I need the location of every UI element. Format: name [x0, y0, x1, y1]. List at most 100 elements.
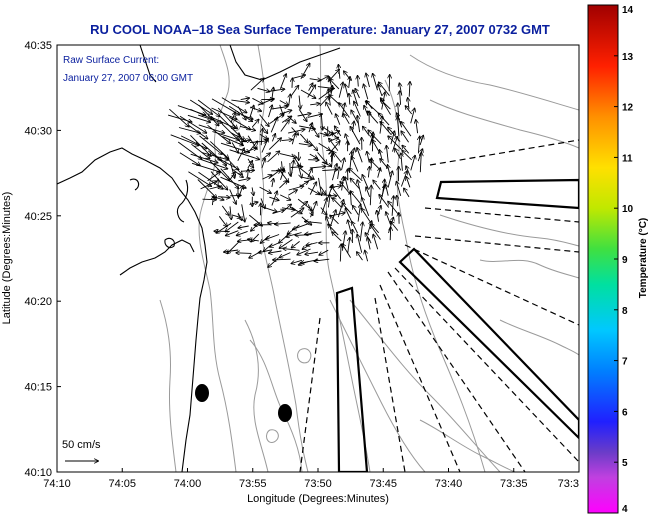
current-vector [406, 177, 411, 188]
current-vector [275, 223, 291, 224]
current-vector [267, 89, 285, 92]
current-vector [326, 102, 333, 115]
current-vector [409, 82, 410, 97]
current-vector [180, 135, 207, 149]
radar-coverage-outlines [335, 178, 579, 472]
current-vector [349, 77, 350, 89]
current-vector [320, 186, 326, 195]
current-vector [201, 159, 227, 169]
current-vector [202, 199, 217, 200]
current-vector [225, 221, 239, 232]
current-vector [237, 212, 242, 220]
current-vector [252, 187, 254, 195]
current-vector [249, 214, 262, 226]
current-vector [335, 126, 342, 137]
current-vector [401, 131, 409, 143]
current-vector [366, 73, 370, 88]
colorbar [587, 4, 619, 514]
current-vector [229, 149, 260, 160]
current-vector [310, 202, 317, 218]
current-vector [238, 178, 250, 181]
current-vector [358, 76, 359, 87]
current-vector [272, 134, 275, 142]
colorbar-tick-label: 8 [622, 306, 628, 317]
current-vector [329, 139, 339, 151]
current-vector [280, 120, 289, 132]
current-vector [328, 224, 339, 236]
current-vector [240, 98, 250, 100]
colorbar-tick-label: 12 [622, 103, 634, 114]
current-vector [390, 227, 391, 241]
current-vector [179, 152, 200, 166]
current-vector [188, 124, 208, 138]
current-vector [249, 106, 254, 118]
current-vector [281, 140, 293, 141]
colorbar-tick-label: 14 [622, 5, 634, 16]
current-vector [368, 167, 369, 178]
current-vector [257, 99, 274, 106]
current-vector [218, 197, 230, 198]
current-vector [237, 132, 243, 141]
current-vector [279, 252, 291, 258]
current-vector [207, 124, 231, 143]
current-vector [224, 250, 239, 252]
current-vector [299, 182, 309, 187]
current-vector [386, 146, 388, 163]
current-vector [314, 259, 330, 261]
current-vector [219, 115, 240, 136]
current-vector [279, 100, 288, 106]
current-vector [231, 168, 243, 177]
current-vector [373, 180, 381, 190]
current-vector [191, 143, 209, 158]
current-vector [201, 142, 222, 161]
current-vector [333, 198, 342, 208]
current-vector [271, 107, 287, 110]
current-vector [405, 106, 413, 115]
station-marker [195, 384, 209, 402]
current-vector [305, 221, 322, 223]
current-vector [272, 88, 274, 100]
current-vector [305, 252, 319, 254]
current-vector [396, 182, 402, 197]
current-vector [352, 157, 359, 172]
current-vector [387, 171, 392, 188]
current-vector [318, 177, 322, 195]
current-vector [402, 151, 413, 161]
current-vector [378, 168, 381, 178]
current-vector [300, 89, 316, 98]
current-vector [320, 207, 327, 215]
current-vector [271, 191, 277, 206]
current-vector [297, 248, 311, 255]
current-vector [270, 117, 277, 133]
current-vector [420, 152, 421, 173]
current-vector [267, 151, 280, 163]
current-vector [338, 167, 340, 179]
current-vector [250, 78, 264, 91]
current-vector [321, 198, 327, 215]
current-vector [259, 114, 269, 127]
current-vector [388, 136, 403, 151]
coastline [57, 45, 341, 472]
current-vector [260, 205, 277, 211]
current-vector [270, 242, 280, 247]
current-vector [191, 162, 220, 172]
current-vector [268, 105, 273, 118]
current-vector [190, 108, 213, 119]
x-tick-label: 73:50 [304, 478, 332, 490]
current-vector [397, 196, 398, 207]
current-vector [364, 84, 369, 100]
current-vector [401, 122, 412, 137]
current-vector [340, 244, 341, 262]
current-vector [369, 135, 373, 146]
colorbar-tick-label: 4 [622, 504, 628, 515]
current-vector [241, 204, 245, 221]
colorbar-label: Temperature (°C) [638, 218, 649, 299]
current-vector [321, 113, 322, 130]
current-vector [219, 158, 238, 170]
current-vector [298, 144, 312, 146]
current-vector [258, 249, 273, 253]
current-vector [331, 186, 341, 200]
current-vector [390, 131, 395, 145]
annotation-line-1: Raw Surface Current: [63, 55, 159, 66]
